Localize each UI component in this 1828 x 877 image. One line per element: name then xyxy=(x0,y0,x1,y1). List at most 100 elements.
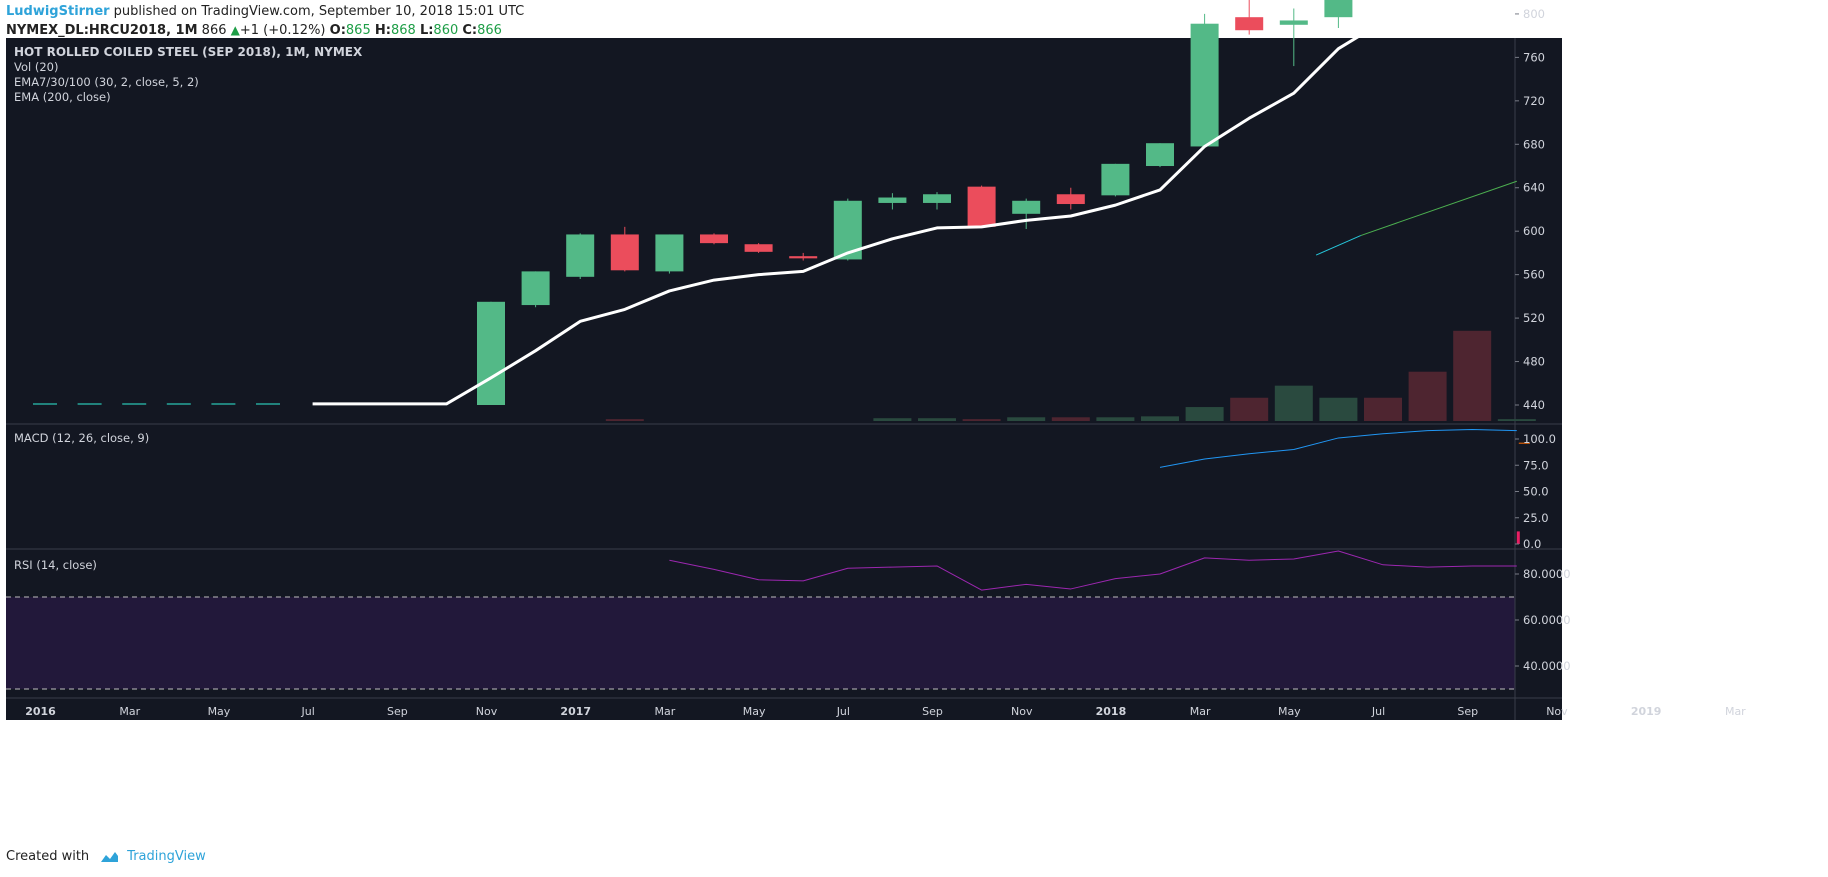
time-axis-label: Jul xyxy=(1371,705,1385,718)
legend-entry: Vol (20) xyxy=(14,60,58,74)
macd-line xyxy=(1159,429,1517,468)
open-value: 865 xyxy=(345,23,371,38)
time-axis-label: Mar xyxy=(655,705,676,718)
macd-axis-label: 25.0 xyxy=(1523,511,1549,525)
macd-label: MACD (12, 26, close, 9) xyxy=(14,431,149,445)
time-axis-label: Mar xyxy=(1725,705,1746,718)
macd-axis-label: 100.0 xyxy=(1523,432,1556,446)
candle-body xyxy=(1190,23,1219,147)
volume-bar xyxy=(1051,417,1090,421)
price-axis-label: 720 xyxy=(1523,94,1545,108)
price-axis-label: 480 xyxy=(1523,355,1545,369)
volume-bar xyxy=(1185,407,1224,421)
legend-entry: EMA7/30/100 (30, 2, close, 5, 2) xyxy=(14,75,199,89)
ticker-symbol: NYMEX_DL:HRCU2018, 1M xyxy=(6,23,198,38)
volume-bar xyxy=(918,418,956,421)
last-value: 866 xyxy=(201,23,227,38)
volume-bar xyxy=(1096,417,1135,421)
volume-bar xyxy=(605,419,644,421)
volume-bar xyxy=(1497,419,1536,421)
ema-short-line xyxy=(1315,235,1361,256)
low-label: L: xyxy=(419,23,434,38)
time-axis-label: May xyxy=(208,705,231,718)
volume-bar xyxy=(962,419,1001,421)
candle-body xyxy=(967,186,996,227)
rsi-axis-label: 80.0000 xyxy=(1523,567,1571,581)
volume-bar xyxy=(1364,397,1402,421)
time-axis-label: 2017 xyxy=(560,705,591,718)
time-axis-label: Nov xyxy=(476,705,498,718)
high-label: H: xyxy=(374,23,391,38)
candle-body xyxy=(744,244,773,252)
candle-body xyxy=(1056,194,1085,205)
candle-body xyxy=(1324,0,1353,18)
candle-body xyxy=(477,301,505,405)
time-axis-label: Nov xyxy=(1011,705,1033,718)
time-axis-label: Jul xyxy=(836,705,850,718)
rsi-axis-label: 40.0000 xyxy=(1523,659,1571,673)
price-axis-label: 640 xyxy=(1523,181,1545,195)
price-axis-label: 760 xyxy=(1523,50,1545,64)
volume-bar xyxy=(1408,371,1447,421)
up-arrow-icon: ▲ xyxy=(230,23,240,37)
volume-bar xyxy=(1141,416,1179,421)
open-label: O: xyxy=(329,23,346,38)
candle-body xyxy=(655,234,684,272)
price-axis-label: 440 xyxy=(1523,398,1545,412)
candle-body xyxy=(1012,200,1041,214)
close-label: C: xyxy=(462,23,478,38)
price-axis-label: 520 xyxy=(1523,311,1545,325)
time-axis-label: 2016 xyxy=(25,705,56,718)
price-axis-label: 800 xyxy=(1523,7,1545,21)
candle-body xyxy=(1235,17,1264,31)
time-axis-label: Mar xyxy=(119,705,140,718)
candle-body xyxy=(1279,20,1308,25)
close-value: 866 xyxy=(477,23,502,38)
candle-body xyxy=(566,234,595,277)
time-axis-label: Nov xyxy=(1546,705,1568,718)
volume-bar xyxy=(1319,397,1358,421)
macd-axis-label: 0.0 xyxy=(1523,537,1541,551)
time-axis-label: Sep xyxy=(1457,705,1478,718)
macd-axis-label: 50.0 xyxy=(1523,485,1549,499)
created-with-text: Created with xyxy=(6,849,90,864)
candle-body xyxy=(878,197,907,203)
time-axis-label: 2019 xyxy=(1631,705,1662,718)
rsi-label: RSI (14, close) xyxy=(14,558,97,572)
header: LudwigStirner published on TradingView.c… xyxy=(6,2,524,40)
author-link[interactable]: LudwigStirner xyxy=(6,4,110,19)
price-axis-label: 600 xyxy=(1523,224,1545,238)
volume-bar xyxy=(1453,330,1492,421)
candle-body xyxy=(923,194,951,203)
time-axis-label: May xyxy=(743,705,766,718)
volume-bar xyxy=(1274,385,1313,421)
ema-mid-line xyxy=(1360,180,1517,237)
time-axis-label: Jul xyxy=(300,705,314,718)
time-axis-label: Sep xyxy=(922,705,943,718)
candle-body xyxy=(1101,163,1130,196)
chart-title: HOT ROLLED COILED STEEL (SEP 2018), 1M, … xyxy=(14,45,363,59)
macd-histogram-bar xyxy=(1516,531,1520,544)
rsi-band xyxy=(6,597,1515,689)
tradingview-link[interactable]: TradingView xyxy=(127,849,206,864)
volume-bar xyxy=(873,418,912,421)
price-axis-label: 680 xyxy=(1523,137,1545,151)
low-value: 860 xyxy=(433,23,459,38)
time-axis-label: Sep xyxy=(387,705,408,718)
high-value: 868 xyxy=(390,23,416,38)
publish-line: LudwigStirner published on TradingView.c… xyxy=(6,2,524,21)
candle-body xyxy=(789,256,818,259)
time-axis-label: Mar xyxy=(1190,705,1211,718)
ema-line xyxy=(312,0,1443,406)
price-axis-label: 560 xyxy=(1523,268,1545,282)
change-value: +1 (+0.12%) xyxy=(239,23,326,38)
candle-body xyxy=(700,234,728,244)
time-axis-label: 2018 xyxy=(1096,705,1127,718)
time-axis-label: May xyxy=(1278,705,1301,718)
volume-bar xyxy=(1007,417,1046,421)
rsi-line xyxy=(669,550,1517,591)
candle-body xyxy=(610,234,639,271)
rsi-axis-label: 60.0000 xyxy=(1523,613,1571,627)
macd-axis-label: 75.0 xyxy=(1523,458,1549,472)
